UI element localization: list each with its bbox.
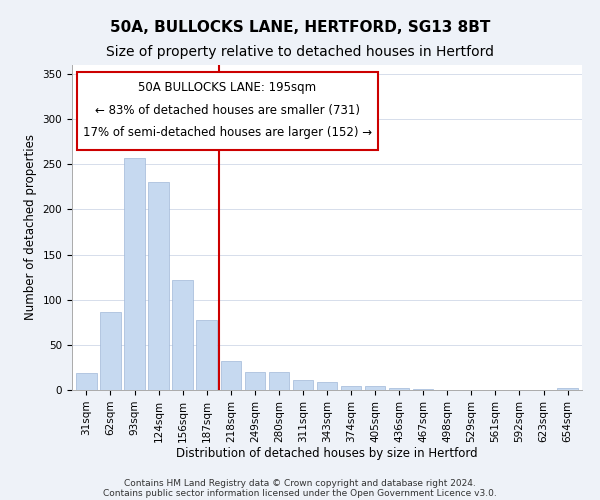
Bar [317,382,337,390]
Bar [100,312,121,390]
Bar [413,389,433,390]
Bar [76,373,97,390]
Text: Contains HM Land Registry data © Crown copyright and database right 2024.: Contains HM Land Registry data © Crown c… [124,478,476,488]
Text: Contains public sector information licensed under the Open Government Licence v3: Contains public sector information licen… [103,488,497,498]
Bar [557,388,578,390]
Text: 17% of semi-detached houses are larger (152) →: 17% of semi-detached houses are larger (… [83,126,372,139]
Text: Size of property relative to detached houses in Hertford: Size of property relative to detached ho… [106,45,494,59]
Bar [269,372,289,390]
Bar [124,158,145,390]
Text: 50A, BULLOCKS LANE, HERTFORD, SG13 8BT: 50A, BULLOCKS LANE, HERTFORD, SG13 8BT [110,20,490,35]
Bar [365,386,385,390]
FancyBboxPatch shape [77,72,378,150]
X-axis label: Distribution of detached houses by size in Hertford: Distribution of detached houses by size … [176,448,478,460]
Y-axis label: Number of detached properties: Number of detached properties [24,134,37,320]
Bar [245,372,265,390]
Bar [148,182,169,390]
Text: ← 83% of detached houses are smaller (731): ← 83% of detached houses are smaller (73… [95,104,360,117]
Bar [196,320,217,390]
Bar [172,280,193,390]
Text: 50A BULLOCKS LANE: 195sqm: 50A BULLOCKS LANE: 195sqm [139,81,317,94]
Bar [341,386,361,390]
Bar [389,388,409,390]
Bar [293,380,313,390]
Bar [221,361,241,390]
